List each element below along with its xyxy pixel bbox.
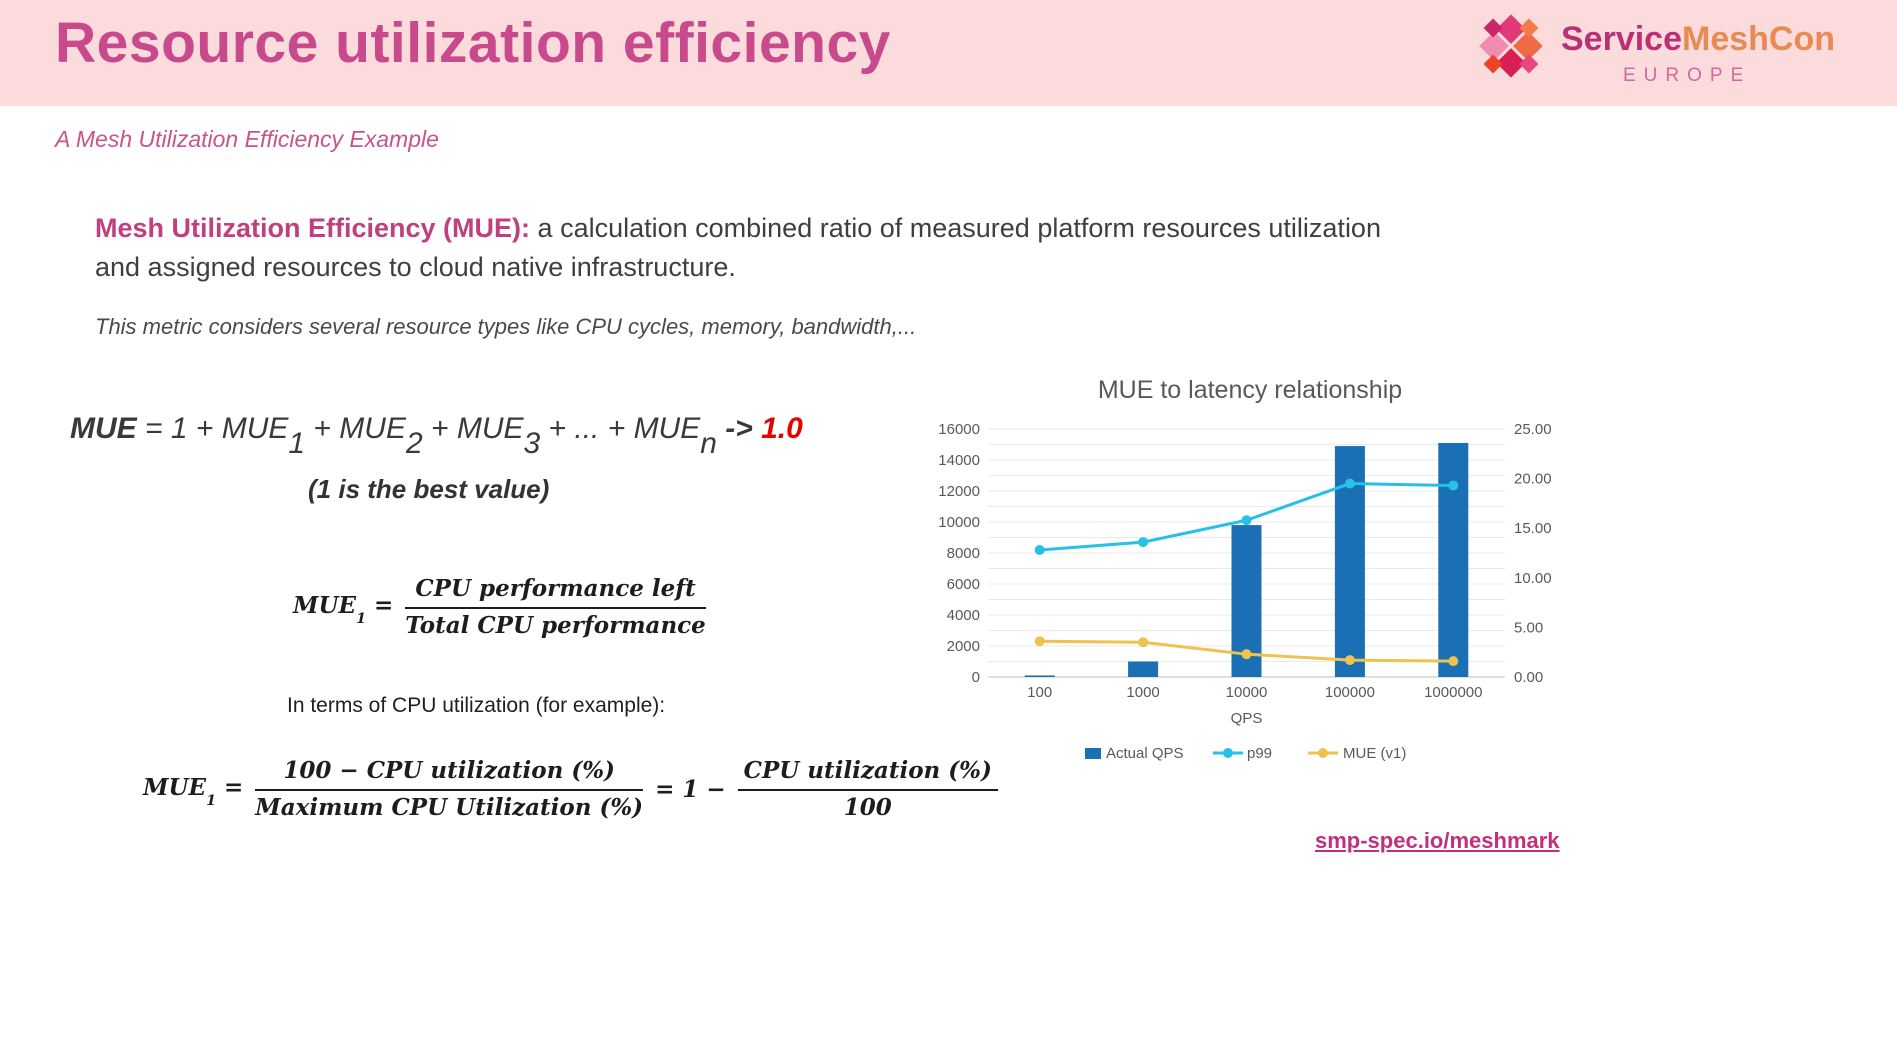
chart-axis-labels: 0 2000 4000 6000 8000 10000 12000 14000 16000 0.0… (938, 421, 1551, 727)
svg-text:1000: 1000 (1126, 684, 1159, 701)
mue-sum-sub1: 1 (288, 427, 306, 460)
cpu-utilization-note: In terms of CPU utilization (for example… (287, 694, 666, 717)
mue-target-value: 1.0 (761, 412, 803, 445)
svg-text:p99: p99 (1247, 745, 1272, 762)
mue1-fraction: CPU performance left Total CPU performan… (405, 575, 706, 641)
cpu-formula-fraction2: CPU utilization (%) 100 (737, 757, 998, 823)
svg-text:10000: 10000 (938, 514, 980, 531)
brand-region: EUROPE (1623, 65, 1752, 86)
meshmark-link[interactable]: smp-spec.io/meshmark (1315, 828, 1560, 853)
arrow-glyph: -> (716, 412, 762, 445)
mue-sum-p3: + MUE (422, 412, 524, 445)
cpu-formula-subscript: 1 (206, 792, 216, 809)
pinwheel-icon (1479, 14, 1543, 78)
brand-part-service: Service (1561, 20, 1682, 58)
svg-text:20.00: 20.00 (1514, 471, 1552, 488)
svg-text:1000000: 1000000 (1424, 684, 1482, 701)
header-band: Resource utilization efficiency ServiceM… (0, 0, 1897, 106)
cpu-formula-equals1: = (224, 774, 244, 802)
cpu-formula-equals2: = 1 − (655, 776, 726, 804)
intro-lead: Mesh Utilization Efficiency (MUE): (95, 213, 531, 243)
cpu-formula-lhs: MUE1 = (143, 774, 244, 808)
svg-text:10.00: 10.00 (1514, 570, 1552, 587)
metric-note: This metric considers several resource t… (95, 314, 917, 339)
mue-sum-subn: n (700, 427, 717, 460)
mue-latency-chart: MUE to latency relationship 0 2000 4000 600… (930, 376, 1570, 794)
svg-text:15.00: 15.00 (1514, 520, 1552, 537)
mue-sum-p2: + MUE (305, 412, 406, 445)
svg-text:25.00: 25.00 (1514, 421, 1552, 438)
mue1-cpu-utilization-formula: MUE1 = 100 − CPU utilization (%) Maximum… (143, 757, 998, 823)
mue1-subscript: 1 (356, 610, 366, 627)
svg-text:100: 100 (1027, 684, 1052, 701)
chart-legend: Actual QPS p99 MUE (v1) (1085, 745, 1406, 762)
logo-text: ServiceMeshCon EUROPE (1561, 8, 1835, 87)
svg-text:0.00: 0.00 (1514, 669, 1543, 686)
mue-sum-formula: MUE = 1 + MUE1 + MUE2 + MUE3 + ... + MUE… (70, 412, 803, 460)
cpu-formula-numerator2: CPU utilization (%) (737, 757, 998, 791)
mue1-symbol: MUE (293, 592, 357, 620)
svg-text:QPS: QPS (1231, 710, 1263, 727)
svg-text:2000: 2000 (947, 638, 980, 655)
brand-name: ServiceMeshCon (1561, 20, 1835, 59)
mue-sum-p4: + ... + MUE (540, 412, 701, 445)
mue1-definition-formula: MUE1 = CPU performance left Total CPU pe… (293, 575, 706, 641)
svg-text:14000: 14000 (938, 452, 980, 469)
mue1-denominator: Total CPU performance (405, 611, 706, 639)
cpu-formula-denominator2: 100 (843, 793, 892, 821)
mue-sum-lhs: MUE (70, 412, 137, 445)
cpu-formula-numerator1: 100 − CPU utilization (%) (255, 757, 644, 791)
svg-text:0: 0 (972, 669, 980, 686)
svg-text:MUE (v1): MUE (v1) (1343, 745, 1406, 762)
svg-text:Actual QPS: Actual QPS (1106, 745, 1184, 762)
svg-text:4000: 4000 (947, 607, 980, 624)
page-title: Resource utilization efficiency (55, 11, 891, 75)
svg-text:100000: 100000 (1325, 684, 1375, 701)
svg-text:10000: 10000 (1226, 684, 1268, 701)
cpu-formula-symbol: MUE (143, 774, 207, 802)
intro-paragraph: Mesh Utilization Efficiency (MUE): a cal… (95, 209, 1405, 287)
mue-sum-sub2: 2 (405, 427, 423, 460)
line-p99 (1034, 478, 1459, 556)
best-value-caption: (1 is the best value) (308, 474, 550, 504)
chart-plot-area: 0 2000 4000 6000 8000 10000 12000 14000 16000 0.0… (938, 421, 1551, 762)
slide-subtitle: A Mesh Utilization Efficiency Example (55, 126, 439, 152)
cpu-formula-denominator1: Maximum CPU Utilization (%) (255, 793, 644, 821)
mue1-lhs: MUE1 = (293, 592, 394, 626)
chart-title: MUE to latency relationship (1097, 376, 1403, 404)
intro-body: a calculation combined ratio of measured… (95, 213, 1381, 282)
line-mue-v1- (1034, 636, 1459, 667)
svg-text:8000: 8000 (947, 545, 980, 562)
svg-text:16000: 16000 (938, 421, 980, 438)
svg-text:12000: 12000 (938, 483, 980, 500)
mue-sum-eq: = 1 + MUE (136, 412, 289, 445)
mue-sum-sub3: 3 (523, 427, 541, 460)
cpu-formula-fraction1: 100 − CPU utilization (%) Maximum CPU Ut… (255, 757, 644, 823)
servicemeshcon-logo: ServiceMeshCon EUROPE (1473, 8, 1835, 87)
svg-text:6000: 6000 (947, 576, 980, 593)
svg-text:5.00: 5.00 (1514, 619, 1543, 636)
mue1-equals: = (374, 592, 394, 620)
mue1-numerator: CPU performance left (405, 575, 706, 609)
brand-part-meshcon: MeshCon (1682, 20, 1835, 58)
